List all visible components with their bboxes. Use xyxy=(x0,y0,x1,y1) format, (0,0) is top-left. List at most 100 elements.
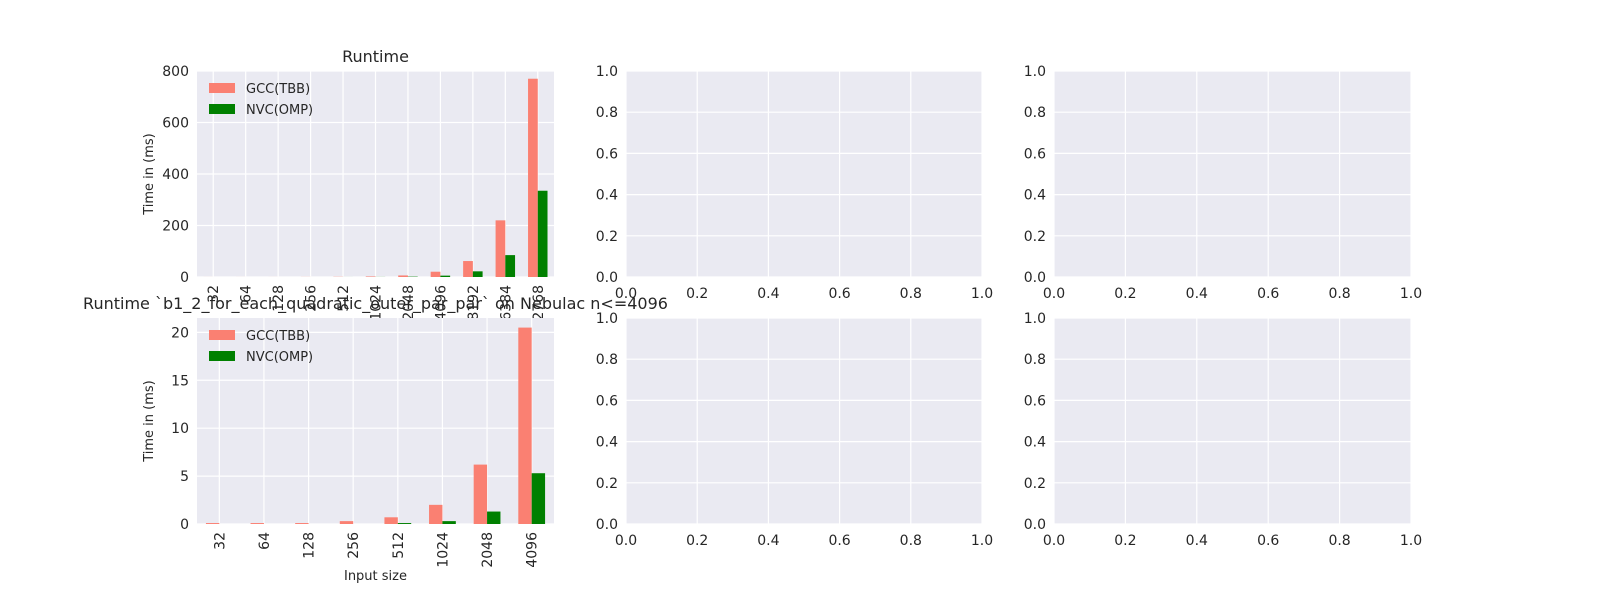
y-tick-label: 5 xyxy=(180,469,189,485)
x-tick-label: 2048 xyxy=(401,285,417,321)
x-tick-label: 64 xyxy=(257,532,273,550)
y-tick-label: 1.0 xyxy=(1024,64,1046,80)
legend: GCC(TBB) NVC(OMP) xyxy=(209,329,313,365)
y-tick-label: 0.0 xyxy=(1024,270,1046,286)
bar-gcc-tbb--4096 xyxy=(430,271,441,277)
subplot-2: 0.0 0.2 0.4 0.6 0.8 1.0 0.0 0.2 0.4 0.6 0.8 1.0 xyxy=(596,64,993,302)
x-tick-label: 0.2 xyxy=(686,533,708,549)
bar-nvc-omp--1024 xyxy=(442,521,456,524)
legend-label: GCC(TBB) xyxy=(246,329,310,344)
bar-gcc-tbb--16384 xyxy=(495,220,506,277)
y-tick-label: 800 xyxy=(162,64,189,80)
x-tick-label: 0.0 xyxy=(615,286,637,302)
x-tick-label: 0.8 xyxy=(900,533,922,549)
bar-gcc-tbb--1024 xyxy=(365,276,376,277)
y-tick-label: 0.2 xyxy=(596,229,618,245)
y-tick-label: 0.4 xyxy=(596,188,618,204)
y-tick-label: 0.0 xyxy=(596,270,618,286)
legend: GCC(TBB) NVC(OMP) xyxy=(209,82,313,118)
x-tick-label: 0.8 xyxy=(1328,533,1350,549)
x-tick-label: 512 xyxy=(336,285,352,312)
x-tick-label: 0.0 xyxy=(1043,533,1065,549)
bar-nvc-omp--4096 xyxy=(440,275,451,277)
x-tick-label: 0.6 xyxy=(1257,286,1279,302)
legend-label: NVC(OMP) xyxy=(246,350,313,365)
bar-gcc-tbb--256 xyxy=(339,521,354,524)
x-tick-label: 0.2 xyxy=(1114,533,1136,549)
x-tick-label: 128 xyxy=(271,285,287,312)
x-tick-label: 0.4 xyxy=(757,286,779,302)
x-tick-label: 1.0 xyxy=(971,286,993,302)
y-tick-label: 0 xyxy=(180,517,189,533)
y-axis-label: Time in (ms) xyxy=(142,380,157,463)
plot-area xyxy=(626,71,982,277)
bar-gcc-tbb--1024 xyxy=(429,504,443,524)
x-tick-label: 0.2 xyxy=(1114,286,1136,302)
bar-nvc-omp--512 xyxy=(397,523,412,524)
x-tick-label: 0.4 xyxy=(1186,286,1208,302)
plot-area xyxy=(197,318,554,524)
x-tick-label: 0.4 xyxy=(757,533,779,549)
x-tick-label: 0.8 xyxy=(1328,286,1350,302)
subplot-5: 0.0 0.2 0.4 0.6 0.8 1.0 0.0 0.2 0.4 0.6 0.8 1.0 xyxy=(596,311,993,549)
bar-gcc-tbb--8192 xyxy=(463,261,473,277)
y-tick-label: 1.0 xyxy=(1024,311,1046,327)
legend-swatch xyxy=(209,104,235,114)
legend-swatch xyxy=(209,330,235,340)
x-tick-label: 32 xyxy=(206,285,222,303)
y-tick-label: 0.4 xyxy=(596,435,618,451)
x-tick-label: 0.0 xyxy=(615,533,637,549)
x-tick-label: 0.2 xyxy=(686,286,708,302)
y-tick-label: 0 xyxy=(180,270,189,286)
x-tick-label: 1.0 xyxy=(1400,286,1422,302)
y-tick-label: 0.8 xyxy=(596,105,618,121)
x-tick-label: 1024 xyxy=(435,532,451,568)
x-tick-label: 1024 xyxy=(369,285,385,321)
plot-area xyxy=(626,318,982,524)
bar-nvc-omp--4096 xyxy=(531,473,546,524)
x-tick-label: 512 xyxy=(391,532,407,559)
subplot-1: 0 200 400 600 800 32 64 128 256 512 1024 2048 4096 81… xyxy=(142,47,554,330)
y-tick-label: 0.6 xyxy=(596,393,618,409)
bar-nvc-omp--16384 xyxy=(505,255,516,277)
y-tick-label: 1.0 xyxy=(596,311,618,327)
y-tick-label: 0.0 xyxy=(1024,517,1046,533)
bar-nvc-omp--32768 xyxy=(537,190,548,277)
y-tick-label: 0.6 xyxy=(596,146,618,162)
x-tick-label: 8192 xyxy=(466,285,482,321)
bar-gcc-tbb--64 xyxy=(250,523,264,524)
x-tick-label: 0.8 xyxy=(900,286,922,302)
y-tick-label: 15 xyxy=(171,373,189,389)
bar-nvc-omp--8192 xyxy=(472,271,483,277)
y-tick-label: 0.8 xyxy=(1024,105,1046,121)
y-axis-label: Time in (ms) xyxy=(142,133,157,216)
y-tick-label: 10 xyxy=(171,421,189,437)
legend-label: NVC(OMP) xyxy=(246,103,313,118)
x-tick-label: 0.4 xyxy=(1186,533,1208,549)
legend-swatch xyxy=(209,83,235,93)
y-tick-label: 0.2 xyxy=(1024,229,1046,245)
y-tick-label: 20 xyxy=(171,325,189,341)
bar-gcc-tbb--32 xyxy=(205,523,220,524)
x-tick-label: 4096 xyxy=(525,532,541,568)
y-tick-label: 0.6 xyxy=(1024,393,1046,409)
subplot-4: 0 5 10 15 20 32 64 128 256 512 1024 2048 4096 Runtime… xyxy=(83,294,668,584)
y-tick-label: 0.2 xyxy=(596,476,618,492)
bar-nvc-omp--2048 xyxy=(487,511,501,524)
x-tick-label: 0.0 xyxy=(1043,286,1065,302)
bar-gcc-tbb--2048 xyxy=(473,464,488,524)
x-tick-label: 0.6 xyxy=(1257,533,1279,549)
plot-area xyxy=(1054,318,1411,524)
chart-title: Runtime xyxy=(342,47,409,66)
subplot-6: 0.0 0.2 0.4 0.6 0.8 1.0 0.0 0.2 0.4 0.6 0.8 1.0 xyxy=(1024,311,1422,549)
plot-area xyxy=(1054,71,1411,277)
bar-gcc-tbb--128 xyxy=(295,523,309,524)
y-tick-label: 600 xyxy=(162,116,189,132)
y-tick-label: 400 xyxy=(162,167,189,183)
x-axis-label: Input size xyxy=(344,569,407,584)
y-tick-label: 0.4 xyxy=(1024,435,1046,451)
bar-gcc-tbb--2048 xyxy=(398,275,408,277)
x-tick-label: 0.6 xyxy=(828,286,850,302)
legend-label: GCC(TBB) xyxy=(246,82,310,97)
